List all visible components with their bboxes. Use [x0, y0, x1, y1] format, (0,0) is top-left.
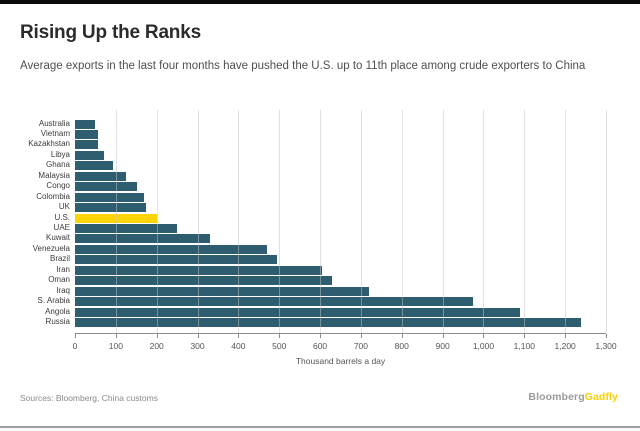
x-axis: 0 100 200 300 400 500 600 700 800 900 1,000 1,100 1,…	[73, 333, 617, 351]
x-axis-title: Thousand barrels a day	[295, 356, 386, 366]
gridline	[401, 110, 403, 333]
category-label: Iran	[56, 264, 70, 274]
x-axis-tick	[401, 334, 403, 338]
gridline	[565, 110, 567, 333]
x-axis-tick	[197, 334, 199, 338]
x-axis-tick-label: 900	[435, 341, 450, 351]
bar	[75, 297, 474, 307]
top-accent-bar	[0, 0, 640, 4]
footer: Sources: Bloomberg, China customs Bloomb…	[0, 391, 640, 407]
chart-title: Rising Up the Ranks	[20, 22, 201, 43]
bar	[75, 234, 210, 244]
category-label: Libya	[50, 149, 70, 159]
sources-note: Sources: Bloomberg, China customs	[20, 393, 158, 403]
category-label: S. Arabia	[37, 296, 70, 306]
bar	[75, 265, 323, 275]
brand-logo: BloombergGadfly	[528, 391, 618, 403]
gridline	[320, 110, 322, 333]
bar	[75, 203, 147, 213]
bar	[75, 119, 96, 129]
x-axis-tick-label: 1,100	[513, 341, 535, 351]
gridline	[197, 110, 199, 333]
x-axis-tick	[279, 334, 281, 338]
category-label: Malaysia	[38, 170, 70, 180]
bar	[75, 244, 267, 254]
brand-bloomberg: Bloomberg	[528, 391, 585, 403]
x-axis-tick	[524, 334, 526, 338]
x-axis-tick-label: 600	[312, 341, 328, 351]
bar	[75, 276, 333, 286]
bar	[75, 129, 99, 139]
chart-subtitle: Average exports in the last four months …	[20, 60, 586, 72]
gridline	[606, 110, 607, 333]
category-label: Iraq	[56, 285, 70, 295]
gridline	[115, 110, 117, 333]
category-label: Russia	[45, 317, 70, 327]
gridline	[360, 110, 362, 333]
x-axis-tick-label: 800	[394, 341, 409, 351]
category-label: Angola	[45, 306, 70, 316]
x-axis-tick-label: 1,300	[595, 341, 617, 351]
category-label: Kuwait	[45, 233, 70, 243]
category-label: Venezuela	[32, 243, 70, 253]
bar	[75, 140, 99, 150]
category-label: Brazil	[49, 254, 70, 264]
x-axis-tick-label: 700	[353, 341, 369, 351]
bar	[75, 318, 582, 328]
x-axis-tick	[360, 334, 362, 338]
bar	[75, 171, 127, 181]
x-axis-tick	[75, 334, 76, 338]
category-label: Congo	[46, 181, 70, 191]
x-axis-tick-label: 100	[108, 341, 123, 351]
x-axis-tick-label: 1,000	[472, 341, 495, 351]
x-axis-tick	[606, 334, 607, 338]
x-axis-tick	[320, 334, 322, 338]
bar	[75, 224, 178, 233]
bar-chart-plot-area: Australia Vietnam Kazakhstan Libya Ghana Mala…	[0, 110, 640, 333]
x-axis-tick	[483, 334, 485, 338]
gridline	[238, 110, 240, 333]
x-axis-tick	[238, 334, 240, 338]
category-label: UAE	[53, 223, 70, 232]
x-axis-tick	[115, 334, 117, 338]
category-label: Oman	[48, 275, 70, 285]
category-label: Kazakhstan	[28, 139, 70, 149]
category-label: Vietnam	[40, 128, 70, 138]
x-axis-tick-label: 500	[272, 341, 287, 351]
bar	[75, 286, 370, 296]
x-axis-tick	[442, 334, 444, 338]
gridline	[279, 110, 281, 333]
x-axis-tick	[565, 334, 567, 338]
brand-gadfly: Gadfly	[584, 391, 618, 403]
category-label: Australia	[38, 118, 70, 128]
bar	[75, 150, 104, 160]
category-label: U.S.	[54, 212, 70, 222]
bar	[75, 182, 138, 192]
category-label: UK	[58, 202, 70, 212]
x-axis-tick-label: 300	[190, 341, 205, 351]
x-axis-tick-label: 200	[149, 341, 164, 351]
x-axis-tick-label: 0	[72, 341, 78, 351]
x-axis-tick	[156, 334, 158, 338]
bottom-border-line	[0, 426, 640, 428]
bar	[75, 192, 144, 202]
gridline	[442, 110, 444, 333]
x-axis-tick-label: 400	[231, 341, 246, 351]
gridline	[483, 110, 485, 333]
category-label: Colombia	[36, 191, 70, 201]
bar	[75, 255, 278, 265]
bar	[75, 307, 521, 317]
bar	[75, 161, 113, 171]
gridline	[524, 110, 526, 333]
category-label: Ghana	[45, 160, 70, 170]
x-axis-tick-label: 1,200	[554, 341, 576, 351]
gridline	[156, 110, 158, 333]
